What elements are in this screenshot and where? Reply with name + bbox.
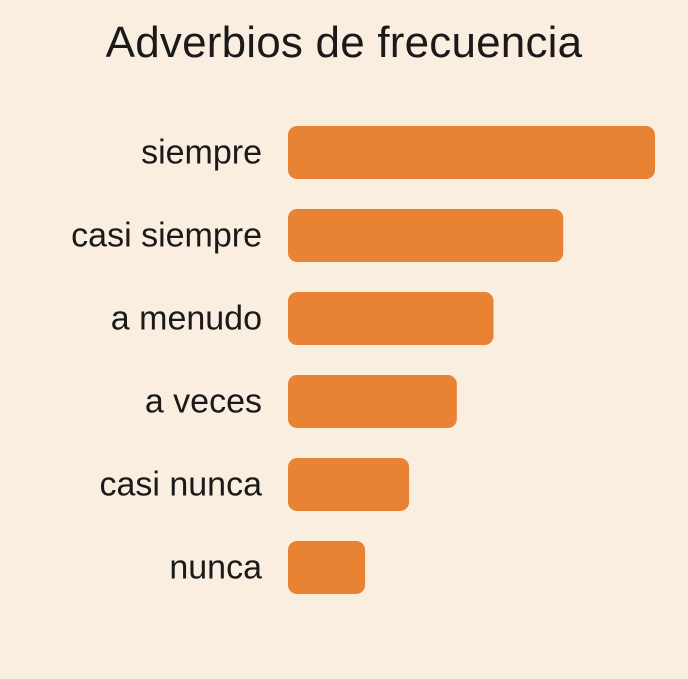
category-label: casi siempre (71, 217, 262, 255)
category-label: a veces (145, 383, 262, 421)
category-label: nunca (169, 549, 262, 587)
chart-title: Adverbios de frecuencia (105, 18, 583, 67)
category-label: a menudo (111, 300, 262, 338)
bar (288, 126, 655, 179)
bar (288, 375, 457, 428)
category-label: casi nunca (99, 466, 262, 504)
bar (288, 541, 366, 594)
bar (288, 458, 410, 511)
bar (288, 292, 494, 345)
bar (288, 209, 564, 262)
category-label: siempre (141, 134, 262, 172)
